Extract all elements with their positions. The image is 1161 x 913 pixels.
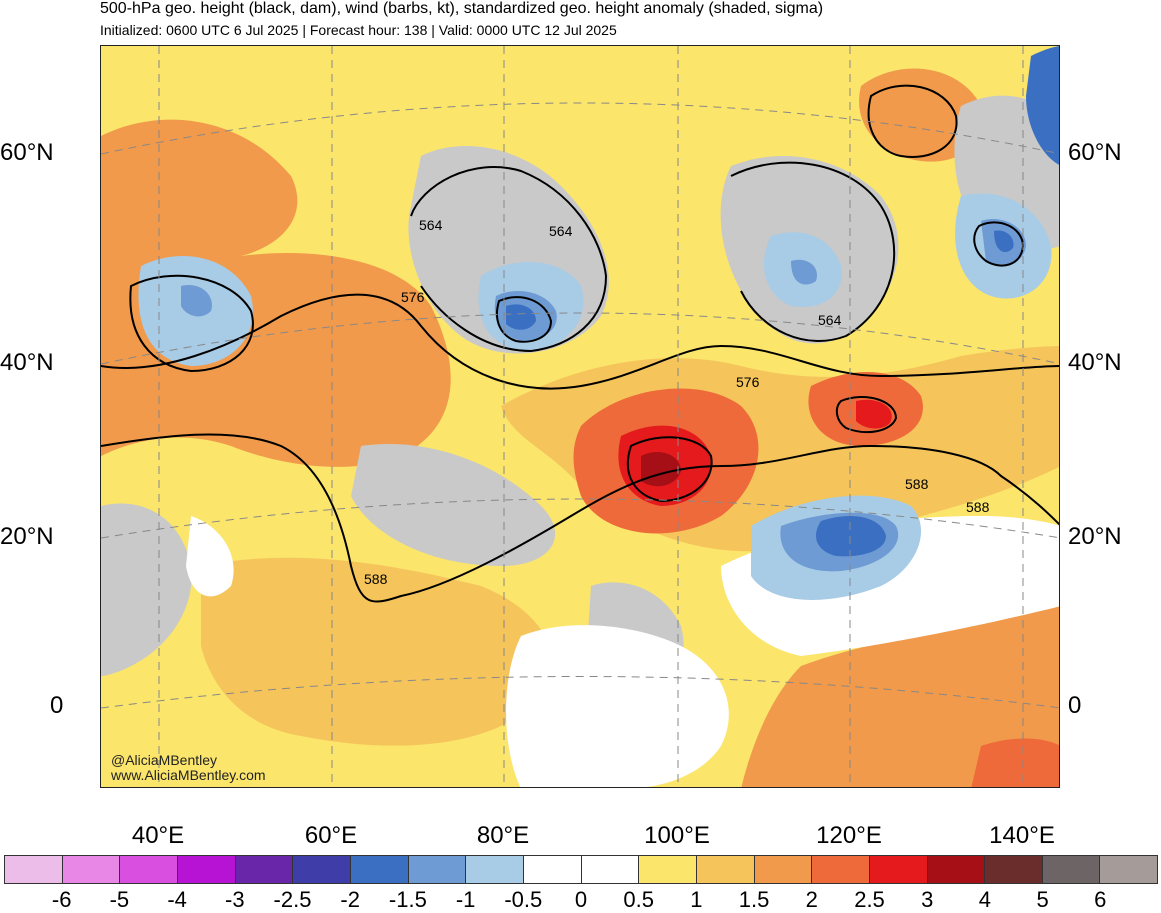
colorbar-swatch [869,856,928,883]
colorbar-swatch [985,856,1043,883]
parallel-0 [101,676,1059,709]
colorbar-swatch [408,856,467,883]
parallel-60 [101,102,1059,155]
shading-white-west [186,516,234,597]
colorbar-swatch [177,856,236,883]
colorbar-swatch [235,856,294,883]
contour-closed-west [129,274,254,373]
colorbar-swatch [812,856,870,883]
height-contours [101,84,1059,603]
colorbar-label: -2.5 [273,887,312,912]
colorbar-swatch [350,856,409,883]
colorbar-swatch [927,856,986,883]
lon-label: 140°E [989,822,1055,849]
contour-label: 564 [419,217,443,233]
shading-blue-east-inner [791,259,817,285]
colorbar-label: -6 [51,887,72,912]
contour-588 [101,433,1059,603]
colorbar-label: 5 [1036,887,1049,912]
chart-title: 500-hPa geo. height (black, dam), wind (… [100,0,824,17]
colorbar-label: 2 [805,887,818,912]
lat-label-left: 60°N [0,139,54,166]
shading-orange-scandinavia [101,144,203,232]
colorbar [4,855,1158,884]
map-canvas: 564 564 564 576 576 588 588 588 [101,46,1059,787]
lon-label: 100°E [644,822,710,849]
colorbar-swatch [1100,856,1158,883]
shading-blue-siberia-core [506,304,536,330]
shading-darkred-korea [856,399,892,429]
parallel-40 [101,312,1059,365]
colorbar-label: 0.5 [623,887,654,912]
colorbar-label: -4 [167,887,187,912]
colorbar-label: 1 [690,887,703,912]
colorbar-swatch [696,856,755,883]
lon-label: 80°E [476,822,530,849]
shading-blue-west-inner [181,285,212,317]
shading-grey-central-asia [351,444,556,566]
colorbar-label: 2.5 [854,887,885,912]
colorbar-swatch [754,856,813,883]
shading-blue-japan-core [816,516,886,557]
colorbar-label: -5 [109,887,130,912]
colorbar-label: 4 [978,887,992,912]
contour-label: 588 [905,476,929,492]
colorbar-swatch [523,856,582,883]
shading-white-ocean [506,625,729,787]
lat-label-left: 40°N [0,349,54,376]
contour-label: 576 [401,289,425,305]
contour-label: 588 [966,499,990,515]
contour-high-korea [835,396,898,434]
colorbar-label: 6 [1094,887,1107,912]
colorbar-swatch [293,856,351,883]
colorbar-swatch [466,856,524,883]
chart-subtitle: Initialized: 0600 UTC 6 Jul 2025 | Forec… [100,22,617,38]
lat-label-left: 0 [50,692,64,719]
credit-website: www.AliciaMBentley.com [111,767,266,783]
lat-label-right: 60°N [1068,139,1122,166]
colorbar-label: 3 [921,887,934,912]
contour-high-mongolia [626,436,713,503]
lat-label-left: 20°N [0,523,54,550]
colorbar-swatch [581,856,640,883]
lon-label: 40°E [131,822,185,849]
contour-label: 576 [736,374,760,390]
contour-576 [101,293,1059,390]
lat-label-right: 20°N [1068,523,1122,550]
contour-label: 588 [364,571,388,587]
parallel-20 [101,498,1059,539]
colorbar-label: -1 [455,887,476,912]
shading-blue-corner [1026,46,1059,165]
lat-label-right: 0 [1068,692,1082,719]
colorbar-label: -0.5 [504,887,543,912]
lon-label: 120°E [816,822,882,849]
graticule [101,46,1059,787]
colorbar-swatch [120,856,178,883]
shading-orange-south [201,557,552,746]
contour-closed-pacific [973,221,1025,267]
shading-grey-arabia [101,503,192,676]
colorbar-label: 1.5 [738,887,770,912]
colorbar-label: -1.5 [388,887,427,912]
contour-564 [410,166,608,353]
colorbar-swatch [5,856,63,883]
lat-label-right: 40°N [1068,349,1122,376]
lon-label: 60°E [304,822,358,849]
shading-red-southeast [971,738,1059,787]
colorbar-swatch [639,856,697,883]
colorbar-swatch [1042,856,1101,883]
contour-label: 564 [818,312,842,328]
colorbar-label: 0 [574,887,588,912]
colorbar-label: -3 [225,887,245,912]
shading-orange-southeast [741,606,1059,787]
shading-blue-pacific-core [994,230,1014,253]
contour-closed-siberia [496,296,553,343]
colorbar-swatch [62,856,121,883]
map-panel: 564 564 564 576 576 588 588 588 [100,45,1060,788]
colorbar-label: -2 [340,887,360,912]
credit-handle: @AliciaMBentley [111,752,218,768]
contour-564-east [730,161,896,342]
contour-label: 564 [549,223,573,239]
contour-northeast [867,84,958,158]
